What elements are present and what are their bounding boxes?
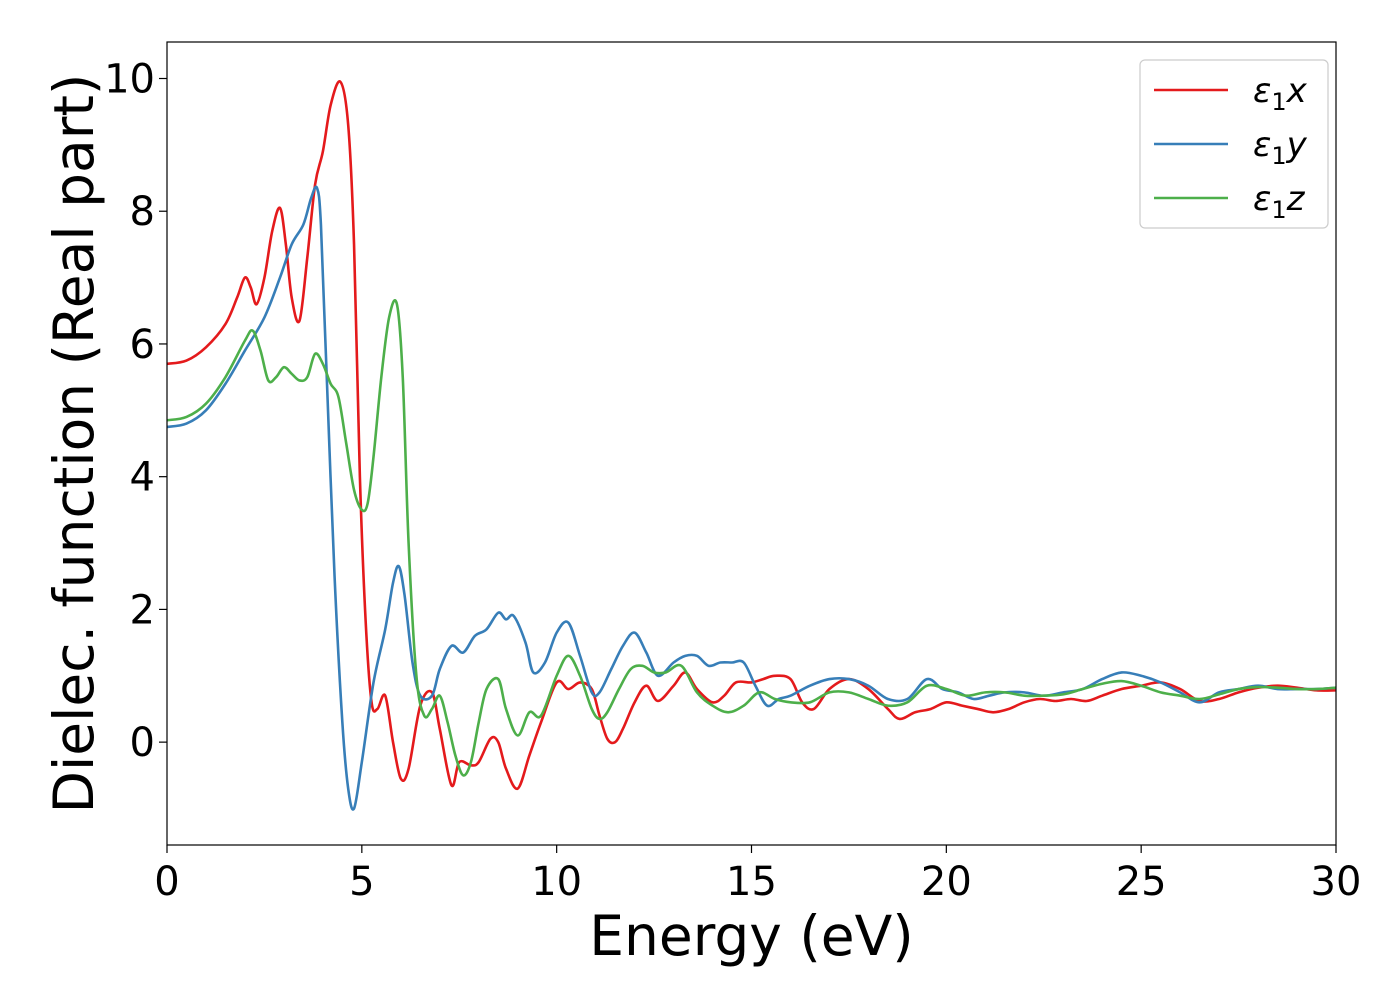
y-tick-label: 10 xyxy=(104,57,155,103)
series-layer xyxy=(167,80,1336,811)
y-tick-label: 4 xyxy=(130,455,155,501)
y-tick-label: 6 xyxy=(130,322,155,368)
legend: ε1x ε1y ε1z xyxy=(1139,59,1329,229)
x-tick-label: 0 xyxy=(154,859,179,905)
legend-label-z: ε1z xyxy=(1253,179,1306,224)
x-tick-label: 10 xyxy=(531,859,582,905)
series-line-x xyxy=(167,80,1336,790)
legend-label-y: ε1y xyxy=(1253,125,1308,170)
x-tick-label: 5 xyxy=(349,859,374,905)
series-line-z xyxy=(167,299,1336,777)
x-tick-label: 25 xyxy=(1116,859,1167,905)
legend-label-x: ε1x xyxy=(1253,71,1308,116)
x-tick-label: 15 xyxy=(726,859,777,905)
y-axis-ticks: 0 2 4 6 8 10 xyxy=(104,57,167,766)
y-axis-title: Dielec. function (Real part) xyxy=(42,74,106,814)
y-tick-label: 8 xyxy=(130,189,155,235)
y-tick-label: 2 xyxy=(130,587,155,633)
x-tick-label: 30 xyxy=(1311,859,1362,905)
x-tick-label: 20 xyxy=(921,859,972,905)
legend-box xyxy=(1139,59,1329,229)
x-axis-title: Energy (eV) xyxy=(589,904,913,968)
x-axis-ticks: 0 5 10 15 20 25 30 xyxy=(154,845,1361,905)
y-tick-label: 0 xyxy=(130,720,155,766)
